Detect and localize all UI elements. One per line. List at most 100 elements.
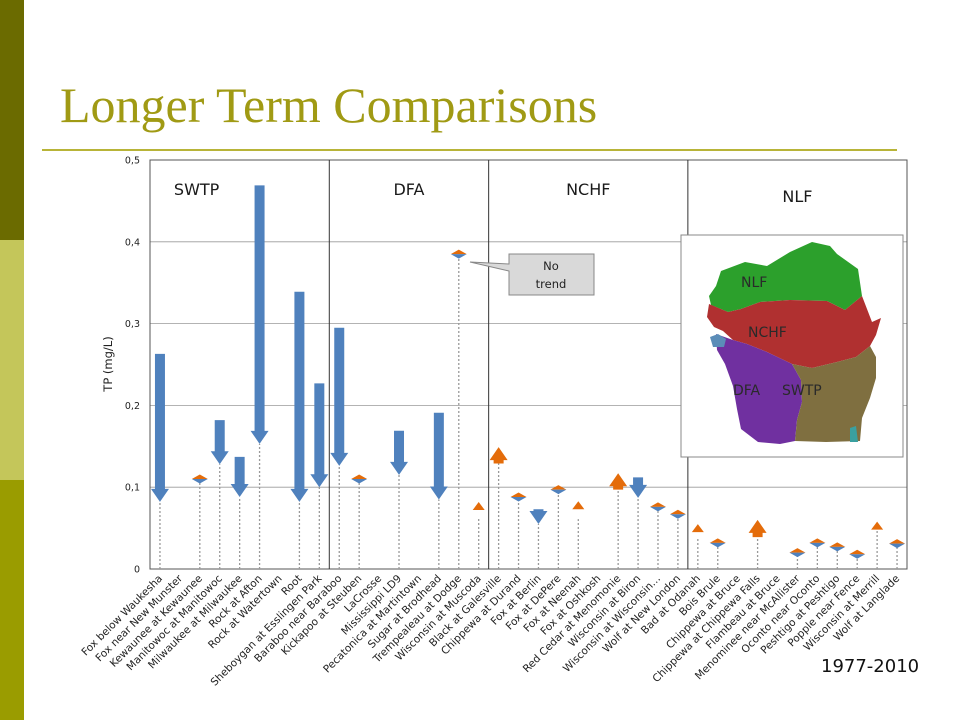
no-trend-diamond (789, 548, 806, 558)
decrease-arrow (330, 327, 349, 466)
no-trend-diamond (889, 539, 906, 549)
decrease-arrow (250, 185, 269, 444)
decrease-arrow-shape (429, 412, 448, 500)
increase-marker (871, 521, 884, 530)
diamond-bottom (351, 479, 368, 484)
side-band-top (0, 0, 24, 240)
diamond-top (829, 542, 846, 547)
no-trend-callout: No trend (469, 253, 595, 296)
map-label-nlf: NLF (741, 275, 767, 291)
decrease-arrow-shape (529, 509, 548, 525)
group-label-nchf: NCHF (566, 180, 610, 199)
no-trend-diamond (550, 485, 567, 495)
increase-arrow-shape (489, 447, 508, 464)
map-lake-michigan (850, 426, 858, 442)
diamond-bottom (669, 514, 686, 519)
decrease-arrow-shape (150, 353, 169, 502)
map-region-dfa (716, 334, 802, 444)
decrease-arrow (290, 291, 309, 502)
increase-arrow (489, 447, 508, 464)
decrease-arrow-shape (210, 420, 229, 465)
increase-marker (472, 502, 485, 511)
side-band-bottom (0, 480, 24, 720)
y-tick-label: 0,2 (125, 401, 140, 412)
no-trend-diamond (191, 474, 208, 484)
callout-line-2: trend (536, 277, 567, 291)
y-tick-label: 0,5 (125, 156, 140, 167)
y-tick-label: 0,1 (125, 483, 140, 494)
decrease-arrow (210, 420, 229, 465)
map-label-nchf: NCHF (748, 325, 787, 341)
decrease-arrow (429, 412, 448, 500)
decrease-arrow (629, 477, 648, 498)
no-trend-diamond (510, 492, 527, 502)
increase-marker (691, 524, 704, 533)
no-trend-diamond (849, 549, 866, 559)
callout-box (469, 253, 595, 296)
no-trend-diamond (669, 509, 686, 519)
diamond-bottom (450, 254, 467, 259)
decrease-arrow (390, 430, 409, 475)
no-trend-diamond (709, 538, 726, 548)
diamond-bottom (809, 542, 826, 548)
decrease-arrow-shape (390, 430, 409, 475)
map-label-swtp: SWTP (782, 383, 822, 399)
y-tick-label: 0,3 (125, 319, 140, 330)
increase-arrow-shape (748, 519, 767, 538)
decrease-arrow-shape (290, 291, 309, 502)
trend-marks (150, 185, 906, 569)
diamond-bottom (510, 497, 527, 502)
diamond-top (649, 502, 666, 507)
increase-arrow (748, 519, 767, 538)
slide-title: Longer Term Comparisons (60, 77, 598, 133)
no-trend-diamond (809, 538, 826, 548)
decrease-arrow (310, 383, 329, 488)
y-tick-label: 0,4 (125, 237, 140, 248)
group-dividers (328, 160, 689, 569)
decrease-arrow (150, 353, 169, 502)
callout-line-1: No (543, 259, 559, 273)
diamond-top (809, 538, 826, 543)
diamond-top (510, 492, 527, 498)
diamond-bottom (649, 506, 666, 512)
diamond-top (889, 539, 906, 544)
diamond-bottom (889, 543, 906, 549)
no-trend-diamond (649, 502, 666, 512)
y-axis-ticks: 0 0,1 0,2 0,3 0,4 0,5 (125, 156, 140, 576)
group-label-dfa: DFA (393, 180, 424, 199)
diamond-bottom (709, 542, 726, 548)
decrease-arrow-shape (230, 456, 249, 498)
no-trend-diamond (450, 249, 467, 259)
decrease-arrow (529, 509, 548, 525)
increase-marker (572, 501, 585, 510)
y-tick-label: 0 (134, 565, 140, 576)
diamond-top (709, 538, 726, 543)
diamond-top (550, 485, 567, 490)
map-label-dfa: DFA (733, 383, 761, 399)
no-trend-diamond (351, 474, 368, 484)
increase-arrow-shape (609, 473, 628, 490)
decrease-arrow (230, 456, 249, 498)
diamond-top (669, 509, 686, 515)
diamond-top (450, 249, 467, 255)
period-label: 1977-2010 (821, 656, 920, 677)
diamond-bottom (829, 546, 846, 552)
diamond-bottom (550, 489, 567, 495)
increase-arrow (609, 473, 628, 490)
group-labels: SWTP DFA NCHF NLF (174, 180, 813, 206)
no-trend-diamond (829, 542, 846, 552)
decrease-arrow-shape (629, 477, 648, 498)
title-rule (42, 149, 897, 151)
map-region-nchf (707, 296, 881, 368)
group-label-swtp: SWTP (174, 180, 220, 199)
decrease-arrow-shape (310, 383, 329, 488)
diamond-bottom (191, 479, 208, 484)
diamond-bottom (789, 552, 806, 558)
plot-area (149, 159, 908, 570)
map-lake-superior (710, 334, 726, 347)
diamond-top (351, 474, 368, 480)
decrease-arrow-shape (250, 185, 269, 444)
inset-map: NLF NCHF DFA SWTP (680, 234, 904, 458)
